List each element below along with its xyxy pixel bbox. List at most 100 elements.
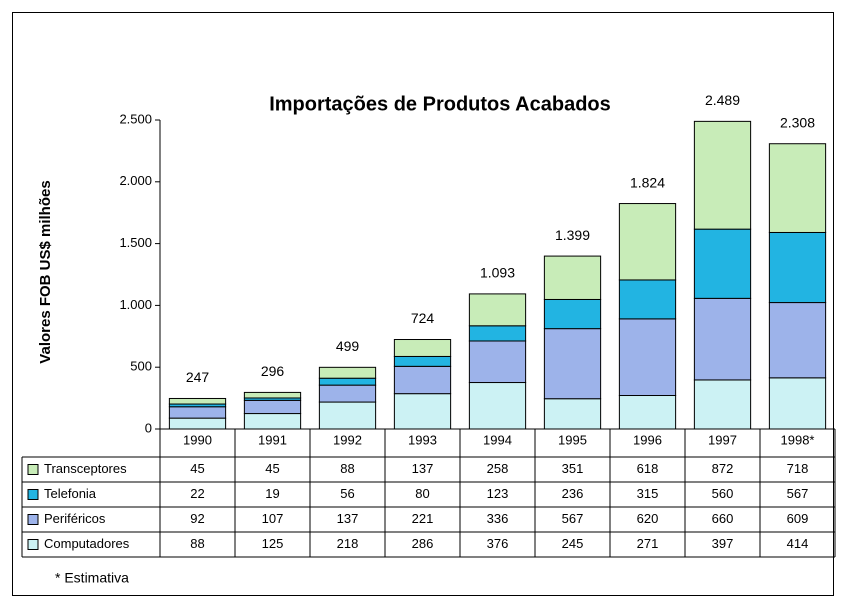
x-tick-label: 1997 [708,432,737,447]
table-cell: 236 [562,486,584,501]
bar-segment [243,413,302,430]
table-cell: 45 [190,461,204,476]
bar-segment [393,339,452,357]
table-cell: 620 [637,511,659,526]
bar-segment [393,365,452,395]
bar-segment [543,298,602,330]
bar-segment [543,398,602,430]
table-cell: 218 [337,536,359,551]
bar-segment [318,366,377,379]
total-label: 247 [186,369,210,385]
legend-label: Transceptores [44,461,127,476]
table-cell: 718 [787,461,809,476]
total-label: 2.308 [780,114,815,130]
legend-label: Periféricos [44,511,106,526]
table-cell: 19 [265,486,279,501]
y-axis-label: Valores FOB US$ milhões [37,180,54,363]
chart-title: Importações de Produtos Acabados [269,93,611,115]
bar-segment [768,143,827,233]
table-cell: 92 [190,511,204,526]
bar-segment [393,393,452,430]
bar-segment [693,120,752,230]
table-cell: 245 [562,536,584,551]
total-label: 296 [261,363,285,379]
table-cell: 137 [337,511,359,526]
bar-segment [168,397,227,405]
x-tick-label: 1996 [633,432,662,447]
legend-swatch [27,489,39,500]
bar-segment [768,302,827,379]
table-cell: 80 [415,486,429,501]
bar-segment [168,417,227,430]
legend-label: Computadores [44,536,130,551]
table-cell: 376 [487,536,509,551]
bar-segment [318,384,377,403]
table-cell: 271 [637,536,659,551]
bar-segment [168,406,227,419]
y-tick-label: 2.000 [119,173,152,188]
x-tick-label: 1998* [781,432,815,447]
y-tick-label: 500 [130,359,152,374]
bar-segment [693,228,752,299]
total-label: 724 [411,310,435,326]
bar-segment [693,297,752,381]
x-tick-label: 1994 [483,432,512,447]
table-cell: 567 [787,486,809,501]
table-cell: 315 [637,486,659,501]
total-label: 499 [336,338,360,354]
bar-segment [318,401,377,430]
bar-segment [618,395,677,430]
table-cell: 660 [712,511,734,526]
x-tick-label: 1990 [183,432,212,447]
bar-segment [543,328,602,400]
table-cell: 107 [262,511,284,526]
bar-segment [618,318,677,397]
y-tick-label: 1.500 [119,235,152,250]
legend-label: Telefonia [44,486,97,501]
total-label: 2.489 [705,92,740,108]
table-cell: 88 [190,536,204,551]
total-label: 1.093 [480,265,515,281]
table-cell: 618 [637,461,659,476]
table-cell: 336 [487,511,509,526]
y-tick-label: 1.000 [119,297,152,312]
table-cell: 88 [340,461,354,476]
total-label: 1.824 [630,174,665,190]
legend-swatch [27,464,39,475]
x-tick-label: 1993 [408,432,437,447]
bar-segment [618,279,677,320]
table-cell: 567 [562,511,584,526]
table-cell: 397 [712,536,734,551]
total-label: 1.399 [555,227,590,243]
bar-segment [468,293,527,327]
table-cell: 414 [787,536,809,551]
bar-segment [468,325,527,342]
bar-segment [468,382,527,430]
bar-segment [243,399,302,415]
x-tick-label: 1992 [333,432,362,447]
table-cell: 609 [787,511,809,526]
bar-segment [243,391,302,399]
footnote: * Estimativa [55,570,129,586]
table-cell: 560 [712,486,734,501]
table-cell: 137 [412,461,434,476]
legend-swatch [27,539,39,550]
table-cell: 286 [412,536,434,551]
table-cell: 56 [340,486,354,501]
table-cell: 123 [487,486,509,501]
bar-segment [618,203,677,281]
bar-segment [768,377,827,430]
legend-swatch [27,514,39,525]
table-cell: 22 [190,486,204,501]
table-cell: 125 [262,536,284,551]
bar-segment [393,355,452,367]
table-cell: 872 [712,461,734,476]
bar-segment [768,231,827,304]
table-cell: 45 [265,461,279,476]
table-cell: 351 [562,461,584,476]
y-tick-label: 0 [145,420,152,435]
y-tick-label: 2.500 [119,111,152,126]
bar-segment [468,340,527,384]
x-tick-label: 1991 [258,432,287,447]
